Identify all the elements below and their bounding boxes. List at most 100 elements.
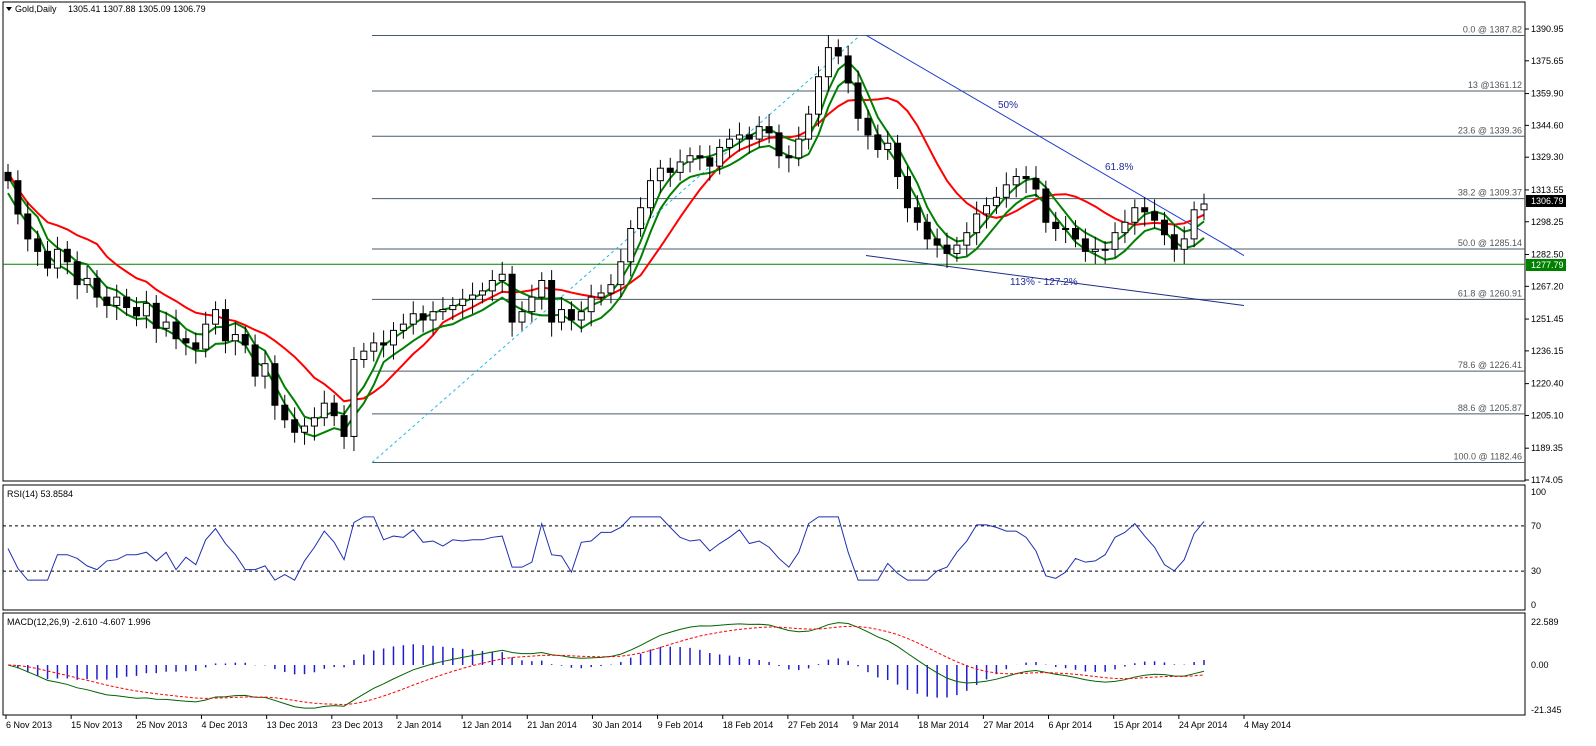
ohlc-values: 1305.41 1307.88 1305.09 1306.79 [68,4,206,14]
candle-body [587,296,595,313]
candle-body [409,313,417,325]
candle-body [83,277,91,286]
upper-trendline [865,34,1245,256]
candle-body [478,290,486,296]
candle-body [142,302,150,317]
candle-body [1062,228,1070,231]
candle-body [310,417,318,427]
trendline-upper-label-50: 50% [998,100,1018,111]
candle-body [301,425,309,433]
price-axis-label: 1189.35 [1531,443,1563,453]
date-axis-label: 25 Nov 2013 [136,720,187,730]
date-axis-label: 18 Feb 2014 [723,720,774,730]
candle-body [785,155,793,159]
price-axis-label: 1236.15 [1531,346,1564,356]
fib-level-label: 13 @1361.12 [1468,80,1522,90]
candle-body [281,404,289,421]
candle-body [567,309,575,321]
candle-body [1180,238,1188,250]
candle-body [212,309,220,325]
candle-body [726,138,734,148]
candle-body [805,113,813,140]
fib-level-label: 50.0 @ 1285.14 [1458,238,1522,248]
date-axis: 6 Nov 2013 15 Nov 2013 25 Nov 2013 4 Dec 20… [5,715,1291,730]
date-axis-label: 24 Apr 2014 [1179,720,1228,730]
price-axis-label: 1329.30 [1531,152,1564,162]
candle-body [271,363,279,406]
candle-body [73,261,81,286]
candle-body [202,323,210,350]
candle-body [735,134,743,140]
fib-level-label: 100.0 @ 1182.46 [1453,452,1522,462]
candle-body [53,248,61,269]
candle-body [508,273,516,323]
date-axis-label: 27 Feb 2014 [788,720,839,730]
candle-body [152,302,160,329]
candle-body [1170,234,1178,250]
candle-body [192,342,200,350]
price-axis-label: 1375.65 [1531,56,1564,66]
candle-body [646,180,654,209]
candle-body [1190,209,1198,240]
price-axis-label: 1220.40 [1531,379,1564,389]
fib-level-label: 38.2 @ 1309.37 [1458,188,1522,198]
date-axis-label: 6 Apr 2014 [1049,720,1093,730]
date-axis-label: 18 Mar 2014 [918,720,969,730]
candle-body [350,359,358,437]
candle-body [963,232,971,246]
candle-body [923,221,931,240]
date-axis-label: 9 Feb 2014 [658,720,704,730]
candle-body [874,134,882,150]
candle-body [1042,188,1050,223]
candle-body [340,415,348,437]
candle-body [380,342,388,346]
candle-body [706,157,714,167]
candle-body [429,311,437,321]
candle-body [1072,228,1080,240]
candle-body [221,309,229,342]
candle-body [795,138,803,159]
candle-body [360,350,368,361]
fib-level-label: 88.6 @ 1205.87 [1458,403,1522,413]
fast-moving-average-lower [7,76,1205,438]
candle-body [558,309,566,323]
candle-body [4,171,12,182]
date-axis-label: 27 Mar 2014 [983,720,1034,730]
rsi-axis-label: 70 [1531,521,1541,531]
candle-body [459,298,467,306]
symbol-dropdown-icon[interactable] [6,7,12,11]
price-axis-label: 1298.25 [1531,217,1564,227]
price-axis-label: 1251.45 [1531,314,1564,324]
candle-body [498,273,506,281]
candle-body [399,323,407,331]
date-axis-label: 2 Jan 2014 [397,720,442,730]
candle-body [182,338,190,344]
price-axis-label: 1174.05 [1531,475,1563,485]
candle-body [1022,176,1030,180]
candle-body [469,294,477,300]
candle-body [1002,184,1010,198]
candle-body [439,309,447,313]
candle-body [992,196,1000,207]
candle-body [1131,207,1139,223]
price-axis-label: 1282.50 [1531,250,1564,260]
price-axis-label: 1205.10 [1531,410,1564,420]
candle-body [903,176,911,209]
candle-body [518,311,526,323]
candle-body [1151,211,1159,221]
candle-body [1101,248,1109,251]
candle-body [676,161,684,173]
price-axis-label: 1344.60 [1531,120,1564,130]
candle-body [854,82,862,119]
candle-body [933,238,941,246]
candle-body [1032,178,1040,190]
candle-body [231,334,239,342]
candle-body [686,155,694,163]
trendline-upper-label-618: 61.8% [1105,162,1133,173]
candle-body [389,329,397,346]
candle-body [44,250,52,269]
candle-body [815,76,823,115]
rsi-axis-label: 0 [1531,600,1536,610]
candle-body [132,307,140,317]
candle-body [123,296,131,309]
